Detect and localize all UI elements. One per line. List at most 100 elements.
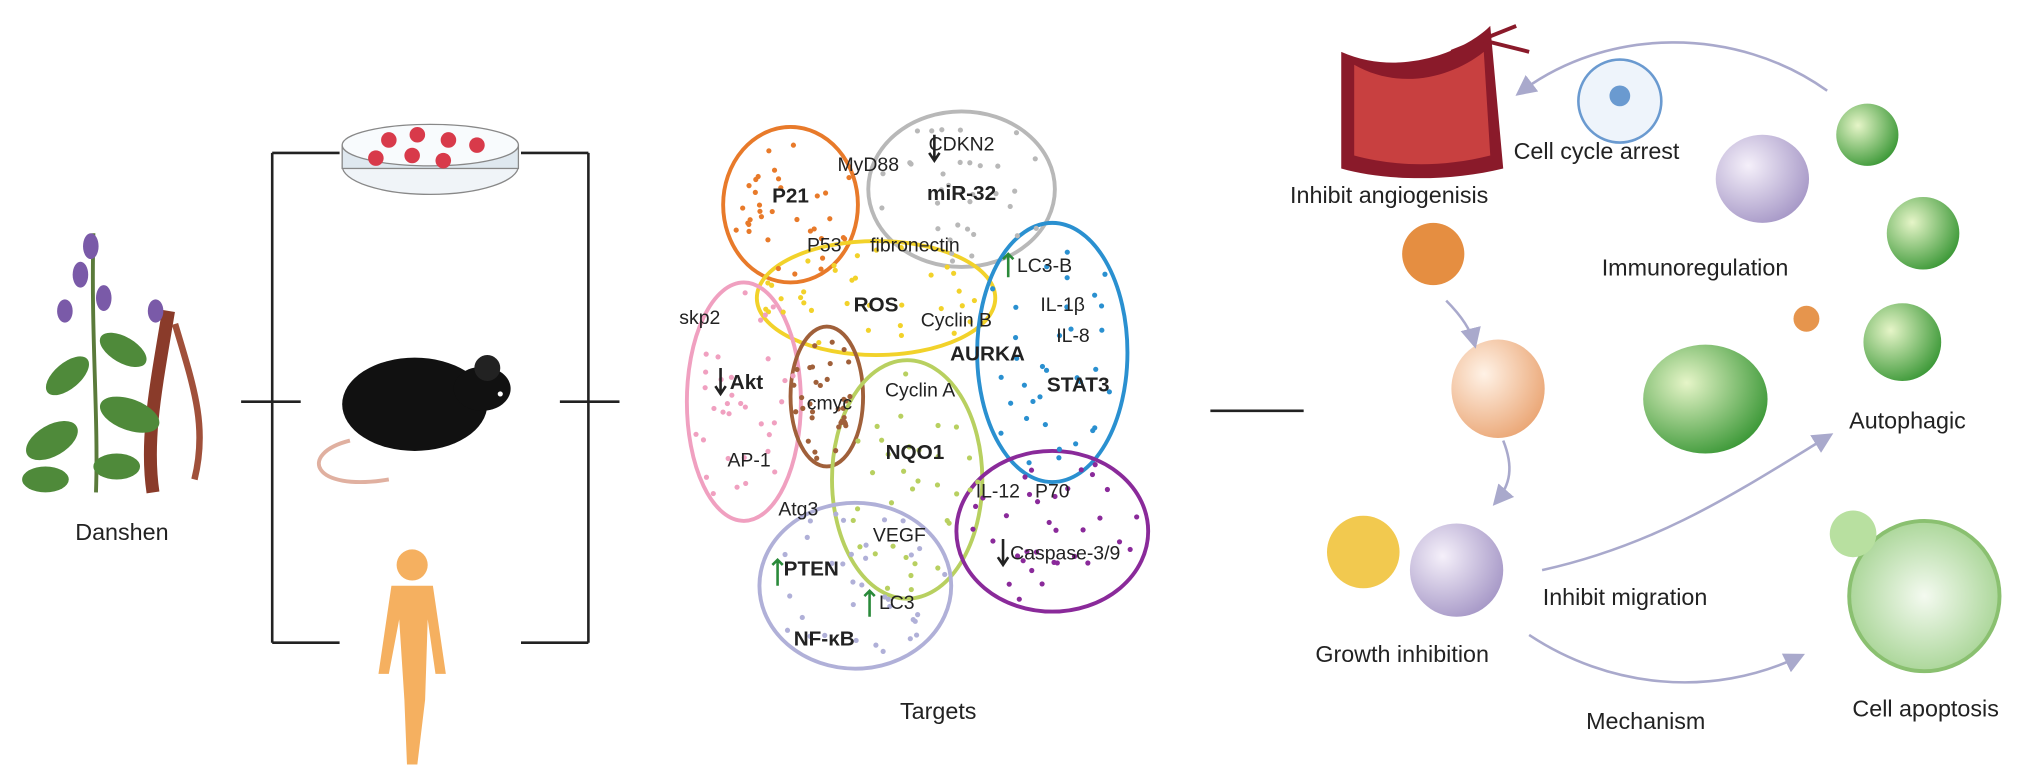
dot bbox=[1003, 513, 1010, 519]
dot bbox=[1014, 553, 1021, 559]
dot bbox=[733, 227, 739, 233]
dot bbox=[874, 423, 880, 429]
dot bbox=[935, 226, 941, 232]
dot bbox=[873, 247, 880, 253]
dot bbox=[1026, 460, 1032, 466]
dot bbox=[854, 253, 860, 259]
gene-label: LC3-B bbox=[1017, 255, 1072, 277]
dot bbox=[841, 236, 848, 242]
dot bbox=[780, 309, 786, 315]
dot bbox=[784, 627, 791, 633]
flow-arrows bbox=[1445, 41, 1834, 684]
dot bbox=[844, 300, 850, 307]
dot bbox=[794, 366, 800, 373]
dot bbox=[827, 360, 833, 367]
dot bbox=[846, 359, 852, 365]
dot bbox=[1052, 493, 1058, 500]
dot bbox=[1020, 558, 1026, 564]
dot bbox=[947, 237, 953, 243]
dot bbox=[998, 374, 1004, 380]
dot bbox=[741, 455, 747, 461]
dot bbox=[855, 438, 861, 444]
gene-label: PTEN bbox=[784, 558, 839, 581]
dot bbox=[1034, 499, 1041, 505]
dot bbox=[807, 633, 813, 639]
dot bbox=[799, 394, 805, 401]
dot bbox=[990, 538, 996, 544]
dot bbox=[824, 376, 830, 382]
dot bbox=[898, 413, 904, 419]
targets-label: Targets bbox=[900, 698, 976, 724]
dot bbox=[951, 330, 957, 336]
dot bbox=[724, 400, 730, 407]
dot bbox=[836, 424, 842, 430]
dot bbox=[755, 173, 761, 180]
dot bbox=[1024, 549, 1030, 555]
dot bbox=[1064, 249, 1070, 255]
dot bbox=[1092, 292, 1098, 298]
dot bbox=[1068, 326, 1074, 332]
dot bbox=[908, 572, 914, 579]
dot bbox=[762, 312, 768, 318]
dot bbox=[1134, 514, 1140, 520]
dot bbox=[715, 354, 721, 360]
dot bbox=[949, 258, 956, 264]
dot bbox=[907, 160, 913, 166]
gene-label: Caspase-3/9 bbox=[1010, 543, 1120, 565]
dot bbox=[817, 382, 823, 389]
dot bbox=[959, 303, 965, 309]
dot bbox=[746, 221, 752, 228]
dot bbox=[1028, 467, 1035, 473]
dot bbox=[1064, 304, 1070, 310]
dot bbox=[703, 369, 709, 375]
dot bbox=[841, 346, 847, 353]
dot bbox=[807, 518, 813, 524]
dot bbox=[971, 297, 977, 304]
dot bbox=[1071, 553, 1078, 559]
dot bbox=[765, 448, 771, 454]
dot bbox=[841, 396, 847, 402]
dot bbox=[1065, 486, 1071, 492]
dot bbox=[901, 468, 907, 474]
dot bbox=[1023, 415, 1030, 422]
dot bbox=[775, 176, 782, 182]
dot bbox=[873, 642, 879, 648]
dot bbox=[955, 222, 961, 228]
dot bbox=[1044, 264, 1050, 270]
dot bbox=[866, 302, 873, 308]
dot bbox=[800, 405, 806, 411]
dot bbox=[1021, 382, 1027, 388]
dot bbox=[805, 258, 811, 264]
danshen-plant bbox=[22, 233, 203, 494]
dot bbox=[898, 245, 904, 251]
dot bbox=[960, 188, 966, 194]
dot bbox=[835, 406, 841, 412]
dot bbox=[1085, 560, 1091, 566]
dot bbox=[1029, 567, 1035, 574]
dot bbox=[1043, 367, 1050, 373]
dot bbox=[804, 534, 810, 540]
gene-label: Cyclin A bbox=[885, 379, 955, 401]
dot bbox=[915, 612, 921, 618]
dot bbox=[799, 614, 805, 621]
effect-label: Cell cycle arrest bbox=[1514, 138, 1680, 164]
dot bbox=[1046, 519, 1052, 526]
dot bbox=[746, 183, 752, 189]
dot bbox=[1042, 421, 1048, 428]
dot bbox=[829, 560, 835, 566]
effect-label: Mechanism bbox=[1586, 708, 1705, 734]
dot bbox=[792, 271, 798, 277]
dot bbox=[903, 554, 909, 561]
dot bbox=[794, 216, 800, 223]
dot bbox=[770, 304, 776, 310]
gene-label: STAT3 bbox=[1047, 374, 1110, 397]
dot bbox=[898, 332, 905, 339]
dot bbox=[778, 185, 784, 191]
dot bbox=[993, 191, 999, 197]
gene-label: VEGF bbox=[873, 525, 926, 547]
dot bbox=[954, 491, 960, 497]
dot bbox=[1092, 462, 1098, 468]
dot bbox=[909, 486, 916, 492]
dot bbox=[879, 437, 885, 443]
dot bbox=[880, 648, 886, 654]
